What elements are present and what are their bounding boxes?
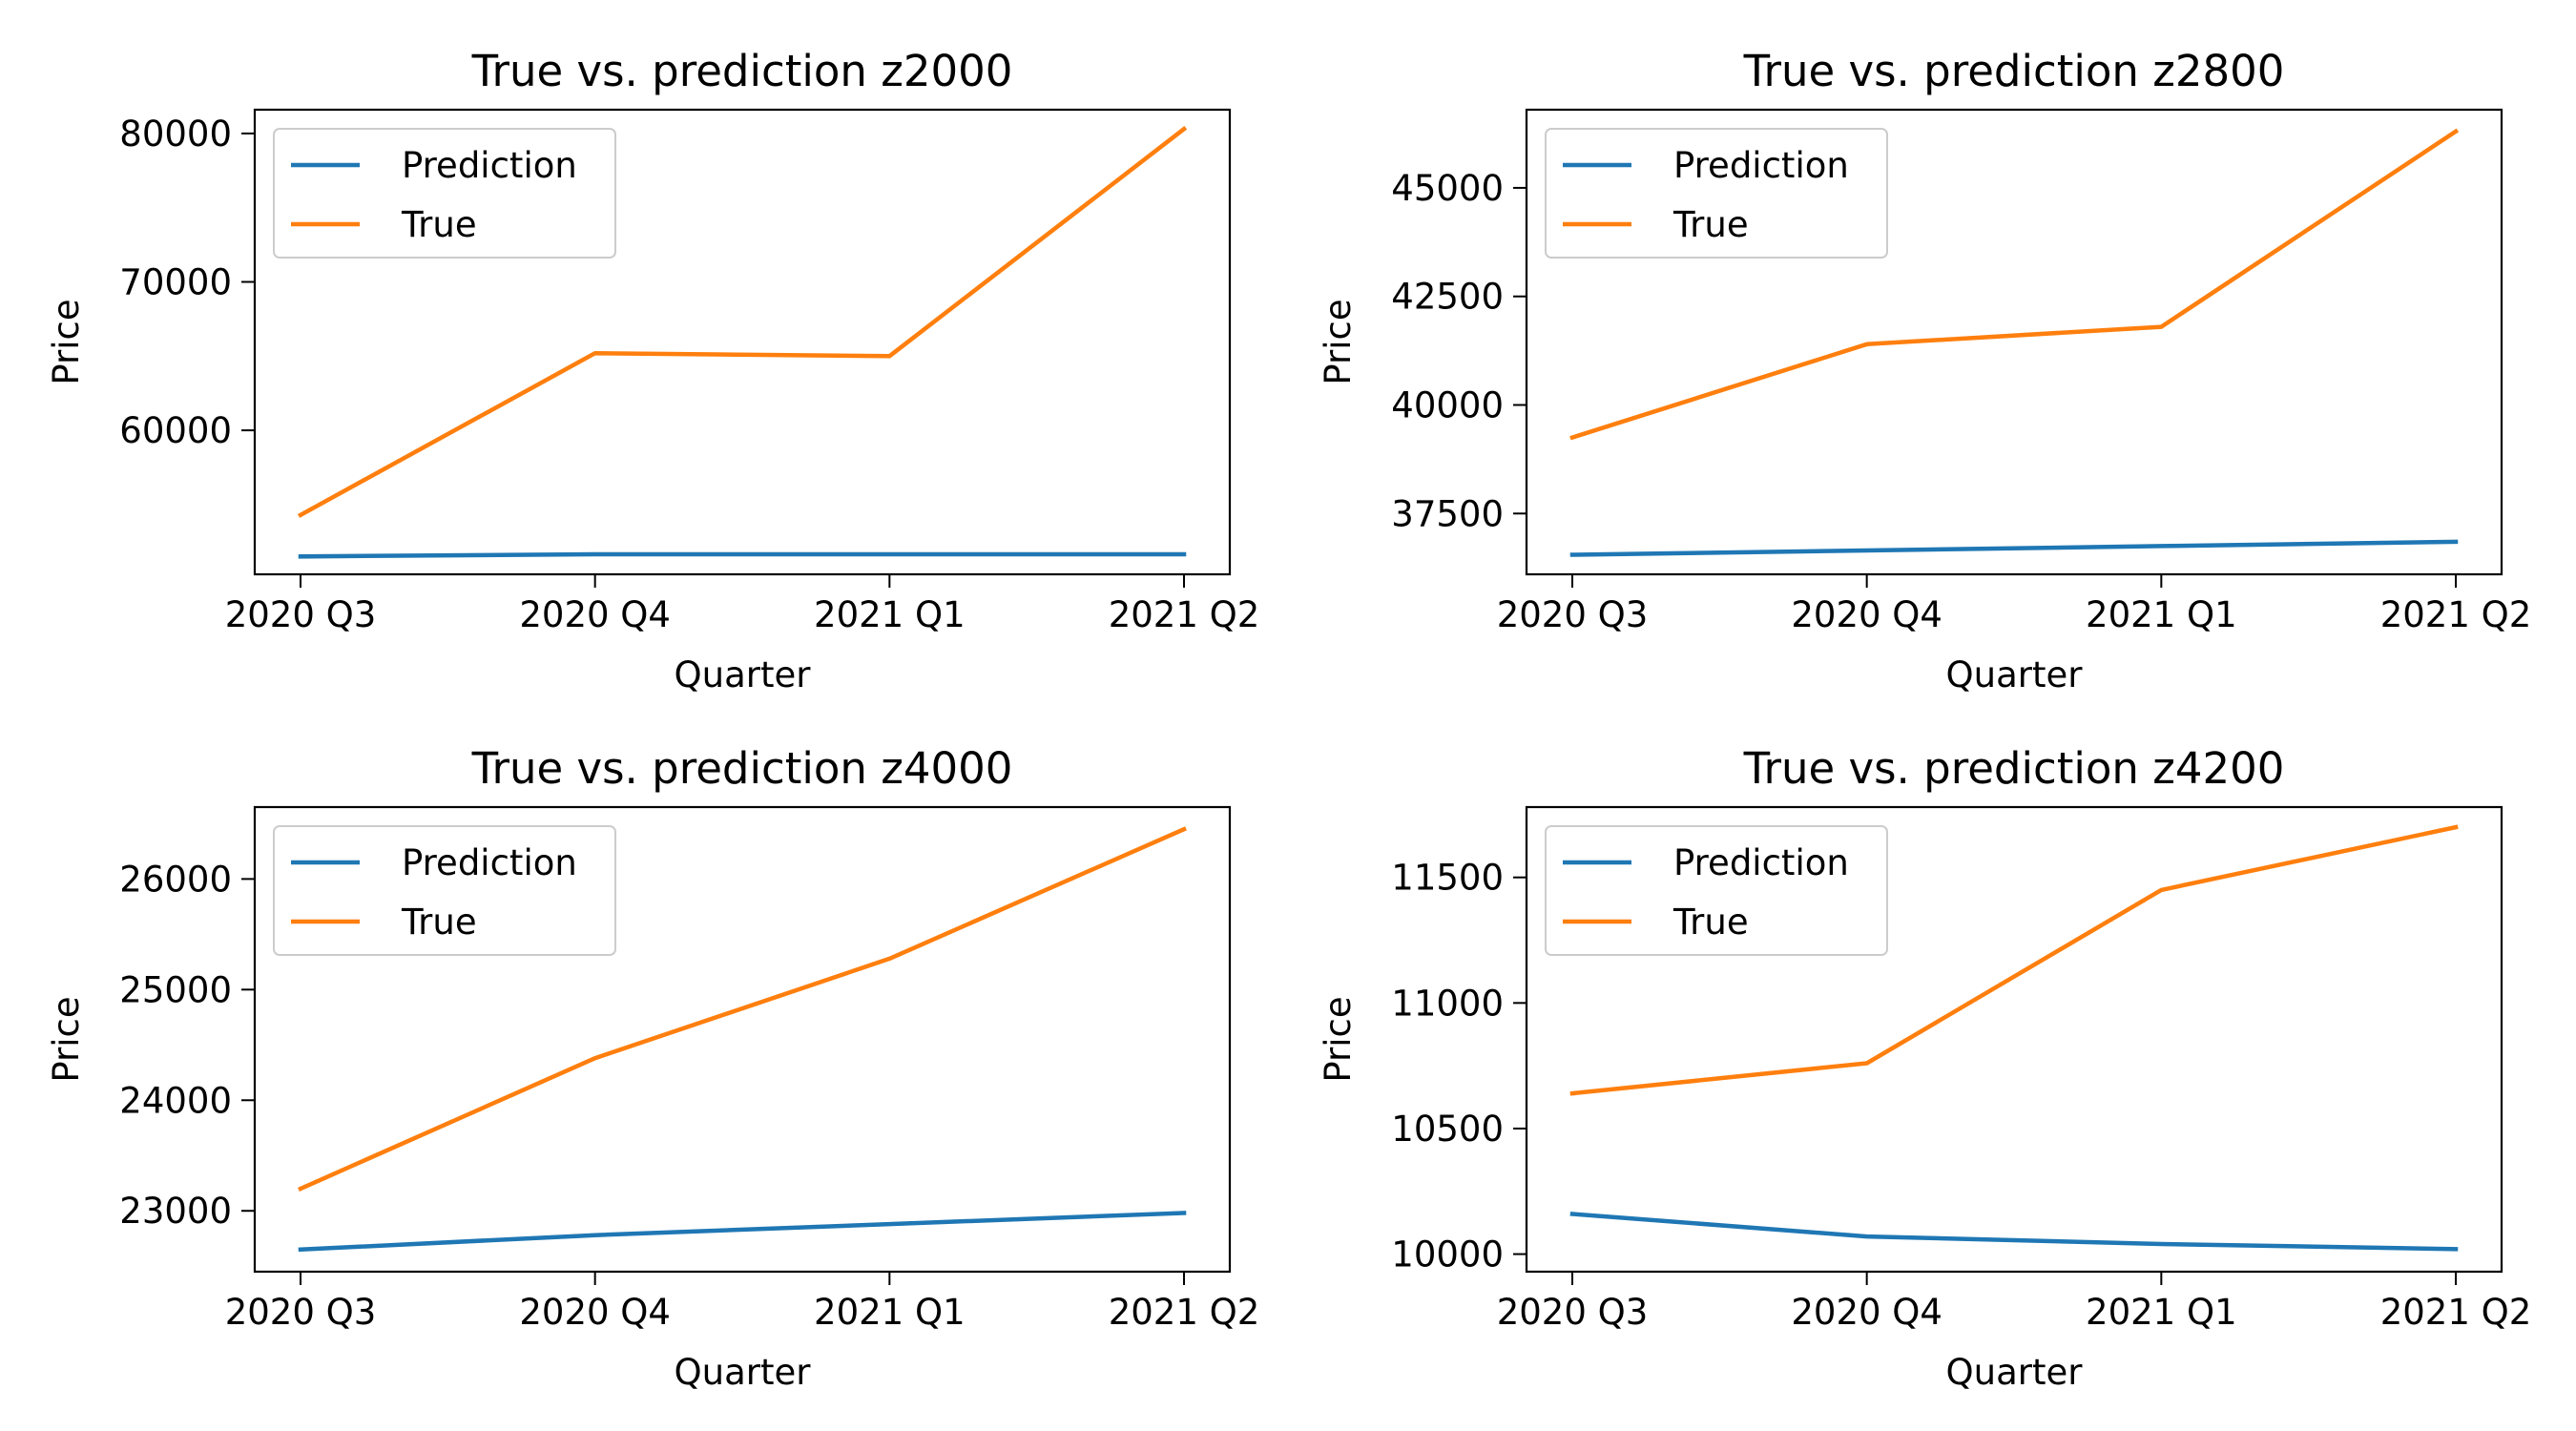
chart-title: True vs. prediction z2000 — [471, 46, 1013, 96]
y-tick-label: 26000 — [119, 859, 232, 900]
legend-label-prediction: Prediction — [402, 145, 577, 186]
x-tick-label: 2021 Q2 — [2380, 1292, 2532, 1333]
x-tick-label: 2021 Q1 — [814, 594, 966, 635]
chart-title: True vs. prediction z4200 — [1743, 743, 2285, 794]
x-tick-label: 2021 Q2 — [2380, 594, 2532, 635]
series-line-prediction — [1569, 1212, 2459, 1252]
legend-label-prediction: Prediction — [1673, 842, 1849, 883]
x-tick-label: 2021 Q1 — [2086, 1292, 2237, 1333]
y-tick-label: 45000 — [1391, 168, 1504, 209]
y-axis-label: Price — [1318, 996, 1359, 1082]
legend-label-true: True — [401, 204, 477, 245]
x-axis-label: Quarter — [675, 654, 812, 695]
plot-area-frame — [253, 805, 1232, 1274]
x-axis-label: Quarter — [675, 1352, 812, 1393]
series-line-true — [1569, 128, 2460, 441]
y-tick-label: 11000 — [1391, 983, 1504, 1024]
x-tick-label: 2020 Q3 — [225, 1292, 377, 1333]
series-line-true — [1569, 824, 2459, 1096]
series-line-true — [298, 826, 1187, 1192]
x-tick-label: 2020 Q4 — [519, 1292, 671, 1333]
chart-title: True vs. prediction z4000 — [471, 743, 1013, 794]
y-tick-label: 80000 — [119, 114, 232, 155]
y-tick-label: 11500 — [1391, 858, 1504, 899]
legend-label-true: True — [1672, 902, 1749, 943]
chart-title: True vs. prediction z2800 — [1743, 46, 2285, 96]
x-tick-label: 2020 Q4 — [1791, 594, 1942, 635]
x-tick-label: 2020 Q4 — [519, 594, 671, 635]
y-axis-label: Price — [46, 996, 87, 1082]
y-tick-label: 60000 — [119, 410, 232, 451]
x-tick-label: 2020 Q3 — [225, 594, 377, 635]
y-tick-label: 42500 — [1391, 277, 1504, 318]
x-tick-label: 2020 Q3 — [1497, 594, 1649, 635]
legend-label-prediction: Prediction — [1673, 145, 1849, 186]
x-axis-label: Quarter — [1946, 1352, 2084, 1393]
x-tick-label: 2021 Q2 — [1109, 1292, 1260, 1333]
y-tick-label: 10000 — [1391, 1234, 1504, 1275]
y-axis-label: Price — [46, 299, 87, 384]
x-tick-label: 2020 Q3 — [1497, 1292, 1649, 1333]
y-tick-label: 40000 — [1391, 384, 1504, 425]
x-tick-label: 2021 Q1 — [2086, 594, 2237, 635]
plot-area-frame — [1525, 805, 2503, 1274]
y-tick-label: 70000 — [119, 261, 232, 302]
y-tick-label: 23000 — [119, 1191, 232, 1232]
series-line-true — [297, 126, 1188, 518]
y-tick-label: 25000 — [119, 969, 232, 1010]
plot-area-frame — [253, 108, 1232, 576]
series-line-prediction — [298, 1211, 1187, 1253]
x-axis-label: Quarter — [1946, 654, 2084, 695]
y-axis-label: Price — [1318, 299, 1359, 384]
legend-label-true: True — [401, 902, 477, 943]
x-tick-label: 2021 Q2 — [1109, 594, 1260, 635]
series-line-prediction — [1569, 539, 2459, 557]
x-tick-label: 2021 Q1 — [814, 1292, 966, 1333]
plot-area-frame — [1525, 108, 2503, 576]
y-tick-label: 24000 — [119, 1080, 232, 1121]
y-tick-label: 37500 — [1391, 493, 1504, 534]
x-tick-label: 2020 Q4 — [1791, 1292, 1942, 1333]
legend-label-prediction: Prediction — [402, 842, 577, 883]
legend-label-true: True — [1672, 204, 1749, 245]
series-line-prediction — [298, 551, 1187, 559]
y-tick-label: 10500 — [1391, 1109, 1504, 1150]
